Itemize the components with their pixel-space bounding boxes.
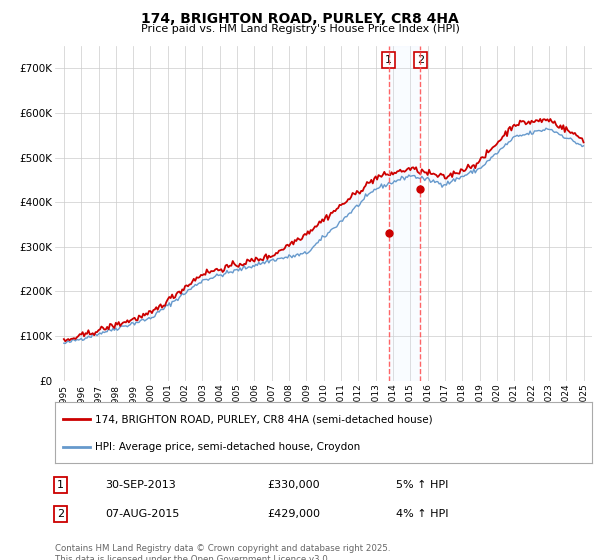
Text: 2: 2 xyxy=(417,55,424,65)
Text: 5% ↑ HPI: 5% ↑ HPI xyxy=(396,480,448,490)
Text: 1: 1 xyxy=(57,480,64,490)
Text: 174, BRIGHTON ROAD, PURLEY, CR8 4HA (semi-detached house): 174, BRIGHTON ROAD, PURLEY, CR8 4HA (sem… xyxy=(95,414,433,424)
Text: £330,000: £330,000 xyxy=(267,480,320,490)
Text: 174, BRIGHTON ROAD, PURLEY, CR8 4HA: 174, BRIGHTON ROAD, PURLEY, CR8 4HA xyxy=(141,12,459,26)
Text: 07-AUG-2015: 07-AUG-2015 xyxy=(105,509,179,519)
Text: 4% ↑ HPI: 4% ↑ HPI xyxy=(396,509,449,519)
Text: 30-SEP-2013: 30-SEP-2013 xyxy=(105,480,176,490)
Bar xyxy=(389,46,421,381)
Text: Contains HM Land Registry data © Crown copyright and database right 2025.
This d: Contains HM Land Registry data © Crown c… xyxy=(55,544,391,560)
Text: 1: 1 xyxy=(385,55,392,65)
Text: Price paid vs. HM Land Registry's House Price Index (HPI): Price paid vs. HM Land Registry's House … xyxy=(140,24,460,34)
Text: HPI: Average price, semi-detached house, Croydon: HPI: Average price, semi-detached house,… xyxy=(95,442,361,452)
Text: £429,000: £429,000 xyxy=(267,509,320,519)
Text: 2: 2 xyxy=(57,509,64,519)
